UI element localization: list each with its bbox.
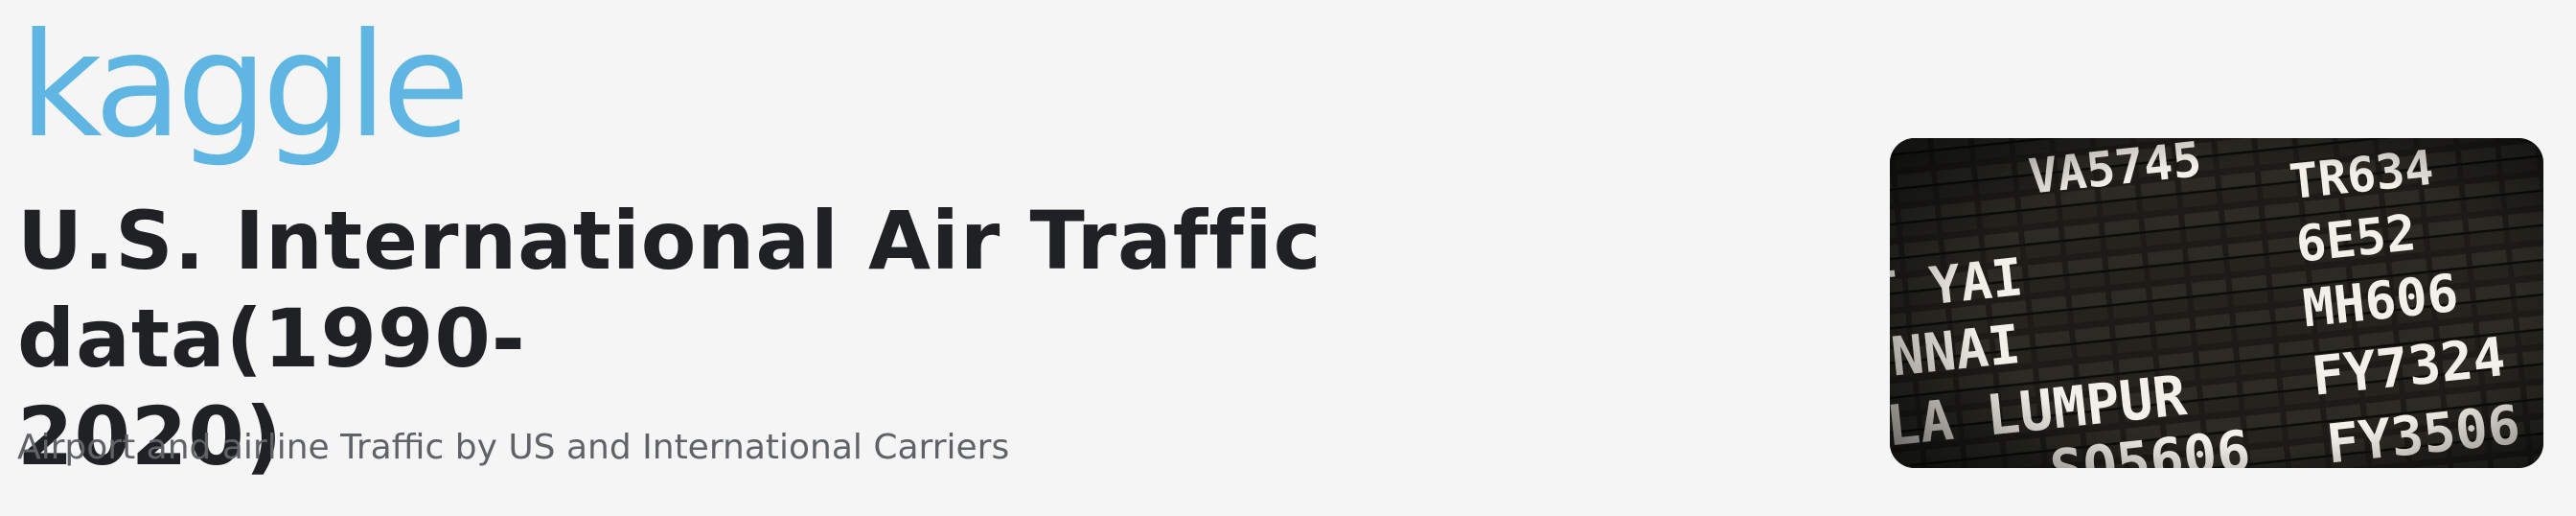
dataset-subtitle: Airport and airline Traffic by US and In… xyxy=(17,428,1010,467)
dataset-title: U.S. International Air Traffic data(1990… xyxy=(17,192,1704,485)
kaggle-logo[interactable]: kaggle xyxy=(19,3,471,170)
dataset-title-line-2: 2020) xyxy=(17,389,284,483)
flight-board-image: VA5745 TR634 T YAI 6E52 ENNAI MH606 ALA … xyxy=(1890,138,2543,468)
dataset-title-line-1: U.S. International Air Traffic data(1990… xyxy=(17,194,1322,386)
dataset-cover-image: VA5745 TR634 T YAI 6E52 ENNAI MH606 ALA … xyxy=(1890,138,2543,468)
